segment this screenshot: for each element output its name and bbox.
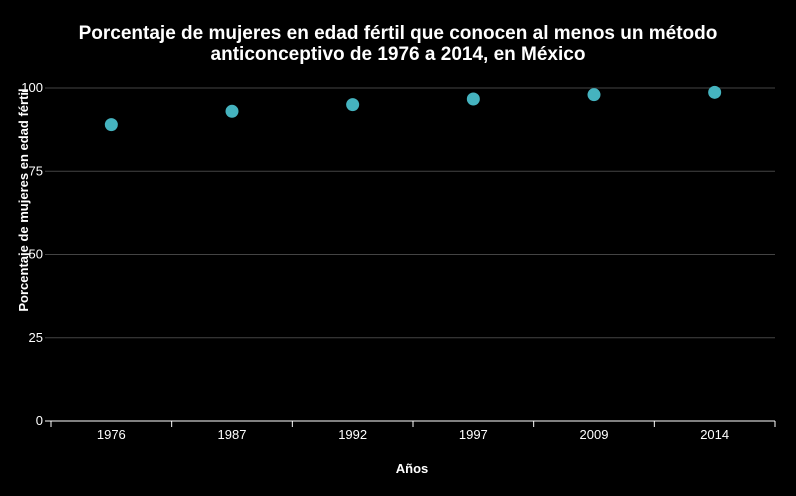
x-tick-label-1976: 1976 — [97, 427, 126, 442]
data-point-1992[interactable] — [346, 98, 360, 112]
y-axis-title: Porcentaje de mujeres en edad fértil — [16, 88, 31, 311]
y-axis-ticks: 0 25 50 75 100 — [21, 80, 51, 428]
y-tick-label-25: 25 — [29, 330, 43, 345]
y-tick-label-0: 0 — [36, 413, 43, 428]
y-tick-label-50: 50 — [29, 247, 43, 262]
data-point-2014[interactable] — [708, 85, 722, 99]
gridlines — [51, 87, 775, 339]
x-axis-ticks: 1976 1987 1992 1997 2009 2014 — [50, 421, 776, 442]
y-tick-label-75: 75 — [29, 163, 43, 178]
data-point-2009[interactable] — [587, 88, 601, 102]
chart-title-line-1: Porcentaje de mujeres en edad fértil que… — [79, 23, 718, 44]
y-tick-label-100: 100 — [21, 80, 43, 95]
x-tick-label-2014: 2014 — [700, 427, 729, 442]
x-axis-title: Años — [396, 461, 429, 476]
data-point-1997[interactable] — [466, 92, 480, 106]
data-point-1976[interactable] — [104, 118, 118, 132]
x-tick-label-1987: 1987 — [218, 427, 247, 442]
x-tick-label-1997: 1997 — [459, 427, 488, 442]
chart-title-line-2: anticonceptivo de 1976 a 2014, en México — [211, 44, 586, 65]
x-tick-label-1992: 1992 — [338, 427, 367, 442]
x-tick-label-2009: 2009 — [580, 427, 609, 442]
data-points — [104, 85, 722, 132]
data-point-1987[interactable] — [225, 104, 239, 118]
